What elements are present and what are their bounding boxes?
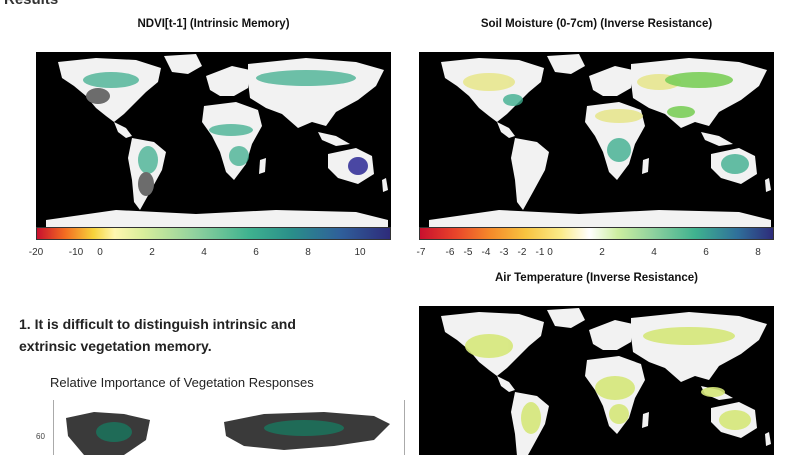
colorbar-soil-moisture [419,227,774,240]
colorbar-tick: 4 [201,247,207,258]
colorbar-tick: -5 [463,247,473,258]
colorbar-tick: 4 [651,247,657,258]
bottom-figure-panel [53,400,405,455]
finding-note: 1. It is difficult to distinguish intrin… [19,313,296,357]
colorbar-tick: -1 [535,247,545,258]
colorbar-tick: 0 [547,247,553,258]
bottom-figure-axis-tick: 60 [36,432,45,441]
map-ndvi [36,52,391,227]
colorbar-tick: 6 [703,247,709,258]
colorbar-tick: -7 [416,247,426,258]
colorbar-tick: -20 [28,247,44,258]
map-title-soil-moisture: Soil Moisture (0-7cm) (Inverse Resistanc… [480,18,713,30]
colorbar-tick: 2 [149,247,155,258]
colorbar-tick: -6 [445,247,455,258]
colorbar-tick: 8 [305,247,311,258]
colorbar-tick: 2 [599,247,605,258]
map-title-ndvi: NDVI[t-1] (Intrinsic Memory) [137,18,290,30]
colorbar-ndvi [36,227,391,240]
colorbar-tick: -3 [499,247,509,258]
section-heading-cut: Results [4,0,58,8]
map-soil-moisture [419,52,774,227]
colorbar-tick: -4 [481,247,491,258]
colorbar-tick: -10 [68,247,84,258]
finding-note-line-2: extrinsic vegetation memory. [19,338,212,354]
map-air-temperature [419,306,774,455]
colorbar-tick: 8 [755,247,761,258]
map-title-air-temperature: Air Temperature (Inverse Resistance) [494,272,699,284]
finding-note-line-1: 1. It is difficult to distinguish intrin… [19,316,296,332]
colorbar-tick: 10 [354,247,366,258]
bottom-figure-title: Relative Importance of Vegetation Respon… [50,375,314,390]
colorbar-tick: 0 [97,247,103,258]
colorbar-tick: -2 [517,247,527,258]
colorbar-tick: 6 [253,247,259,258]
